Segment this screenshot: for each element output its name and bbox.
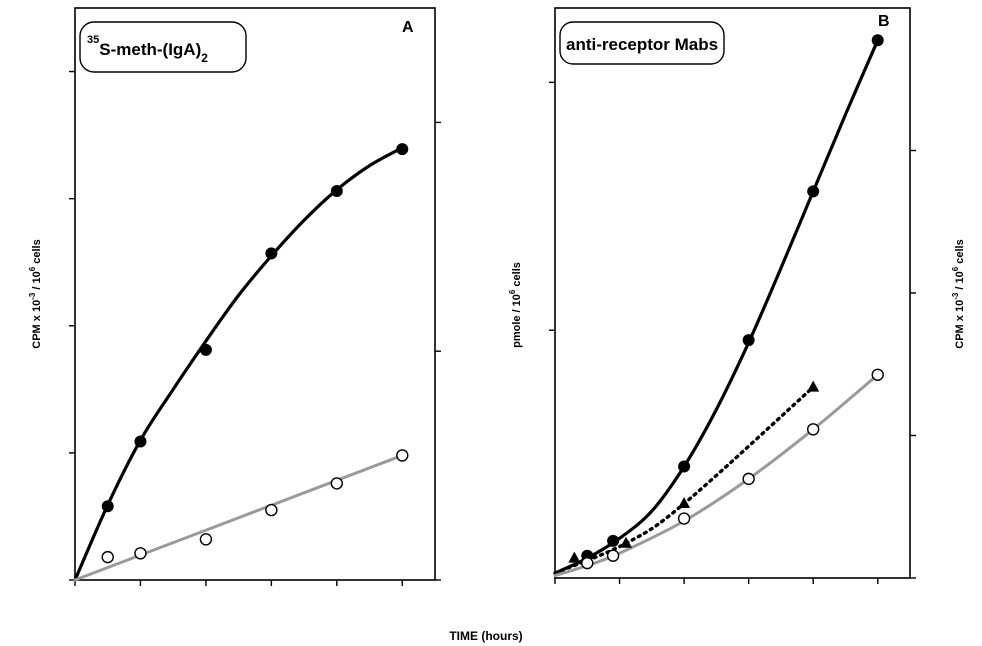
panel-b-series-1-point: [807, 380, 820, 392]
panel-b-series-2-point: [871, 368, 884, 381]
panel-b-series-1-line: [553, 385, 815, 575]
panel-a: 35S-meth-(IgA)2 A CPM x 10-3 / 106 cells: [28, 7, 441, 586]
panel-b-title-box: anti-receptor Mabs: [559, 21, 725, 65]
panel-a-ylabel-left-exp2: 6: [28, 266, 37, 271]
panel-b: anti-receptor Mabs B pmole / 106 cells C…: [508, 7, 966, 584]
panel-b-series-2-point: [806, 423, 820, 436]
panel-b-series-0-point: [807, 185, 820, 198]
panel-a-title-subscript: 2: [201, 51, 208, 65]
panel-b-series-0-point: [742, 334, 755, 347]
panel-a-points: [101, 143, 409, 564]
panel-b-curves: [553, 38, 880, 578]
panel-a-ylabel-left: CPM x 10-3 / 106 cells: [28, 239, 43, 348]
panel-a-series-1-line: [73, 453, 404, 582]
panel-a-ylabel-left-mid: / 10: [31, 271, 43, 292]
panel-a-series-0-point: [265, 247, 278, 260]
panel-a-series-0-line: [73, 146, 404, 582]
panel-b-ylabel-left-text: pmole / 10: [511, 294, 523, 348]
panel-b-series-0-point: [871, 34, 884, 47]
panel-a-series-1-point: [396, 449, 409, 462]
panel-a-ylabel-left-text: CPM x 10: [31, 300, 43, 349]
panel-a-series-0-point: [199, 343, 212, 356]
panel-b-title: anti-receptor Mabs: [566, 35, 718, 54]
panel-b-title-frame: [559, 21, 725, 65]
panel-a-series-1-point: [265, 503, 278, 517]
panel-a-curves: [73, 146, 404, 582]
panel-a-series-1-point: [199, 533, 213, 546]
panel-b-series-2-point: [581, 556, 594, 570]
panel-b-series-1-point: [620, 536, 632, 548]
panel-a-frame: [74, 7, 436, 581]
panel-b-ylabel-right: CPM x 10-3 / 106 cells: [951, 239, 966, 348]
panel-b-letter: B: [878, 13, 890, 30]
panel-b-frame: [554, 7, 911, 579]
panel-a-ylabel-left-end: cells: [31, 239, 43, 267]
panel-b-ylabel-right-exp2: 6: [951, 266, 960, 271]
panel-a-series-1-point: [101, 550, 114, 564]
panel-b-x-ticks: [554, 578, 879, 584]
panel-a-title-box: 35S-meth-(IgA)2: [79, 21, 247, 73]
panel-a-title-frame: [79, 21, 247, 73]
panel-a-letter: A: [402, 19, 414, 36]
panel-b-series-1-point: [568, 551, 581, 563]
panel-a-series-0-point: [101, 500, 114, 513]
panel-b-series-0-point: [607, 534, 620, 547]
panel-b-ylabel-left-exp: 6: [508, 289, 517, 294]
panel-b-ylabel-right-exp: -3: [951, 292, 960, 300]
shared-x-axis-label: TIME (hours): [449, 629, 522, 643]
panel-b-ylabel-left-end: cells: [511, 262, 523, 290]
panel-a-series-1-point: [330, 477, 344, 490]
panel-a-series-1-point: [134, 547, 147, 560]
panel-a-title: 35S-meth-(IgA)2: [87, 34, 208, 65]
panel-a-y-left-ticks: [69, 70, 75, 581]
panel-b-y-left-ticks: [549, 81, 555, 331]
panel-b-ylabel-right-end: cells: [954, 239, 966, 267]
panel-b-ylabel-right-text: CPM x 10: [954, 300, 966, 349]
panel-b-ylabel-left: pmole / 106 cells: [508, 262, 523, 348]
panel-a-title-main: S-meth-(IgA): [99, 40, 201, 59]
panel-b-points: [568, 34, 884, 570]
panel-a-ylabel-left-exp: -3: [28, 292, 37, 300]
panel-a-series-0-point: [330, 185, 343, 198]
panel-b-y-right-ticks: [910, 149, 916, 579]
panel-b-series-0-point: [678, 460, 691, 473]
panel-b-ylabel-right-mid: / 10: [954, 271, 966, 292]
panel-b-series-2-point: [677, 512, 691, 525]
panel-b-series-2-point: [742, 472, 755, 486]
panel-a-series-0-point: [396, 143, 409, 156]
panel-a-x-ticks: [74, 580, 403, 586]
panel-a-y-right-ticks: [435, 121, 441, 581]
panel-a-series-0-point: [134, 435, 147, 448]
panel-a-title-superscript: 35: [87, 34, 99, 46]
panel-b-series-2-point: [606, 549, 620, 562]
panel-b-series-0-line: [553, 38, 880, 575]
panel-b-series-1-point: [678, 497, 691, 509]
